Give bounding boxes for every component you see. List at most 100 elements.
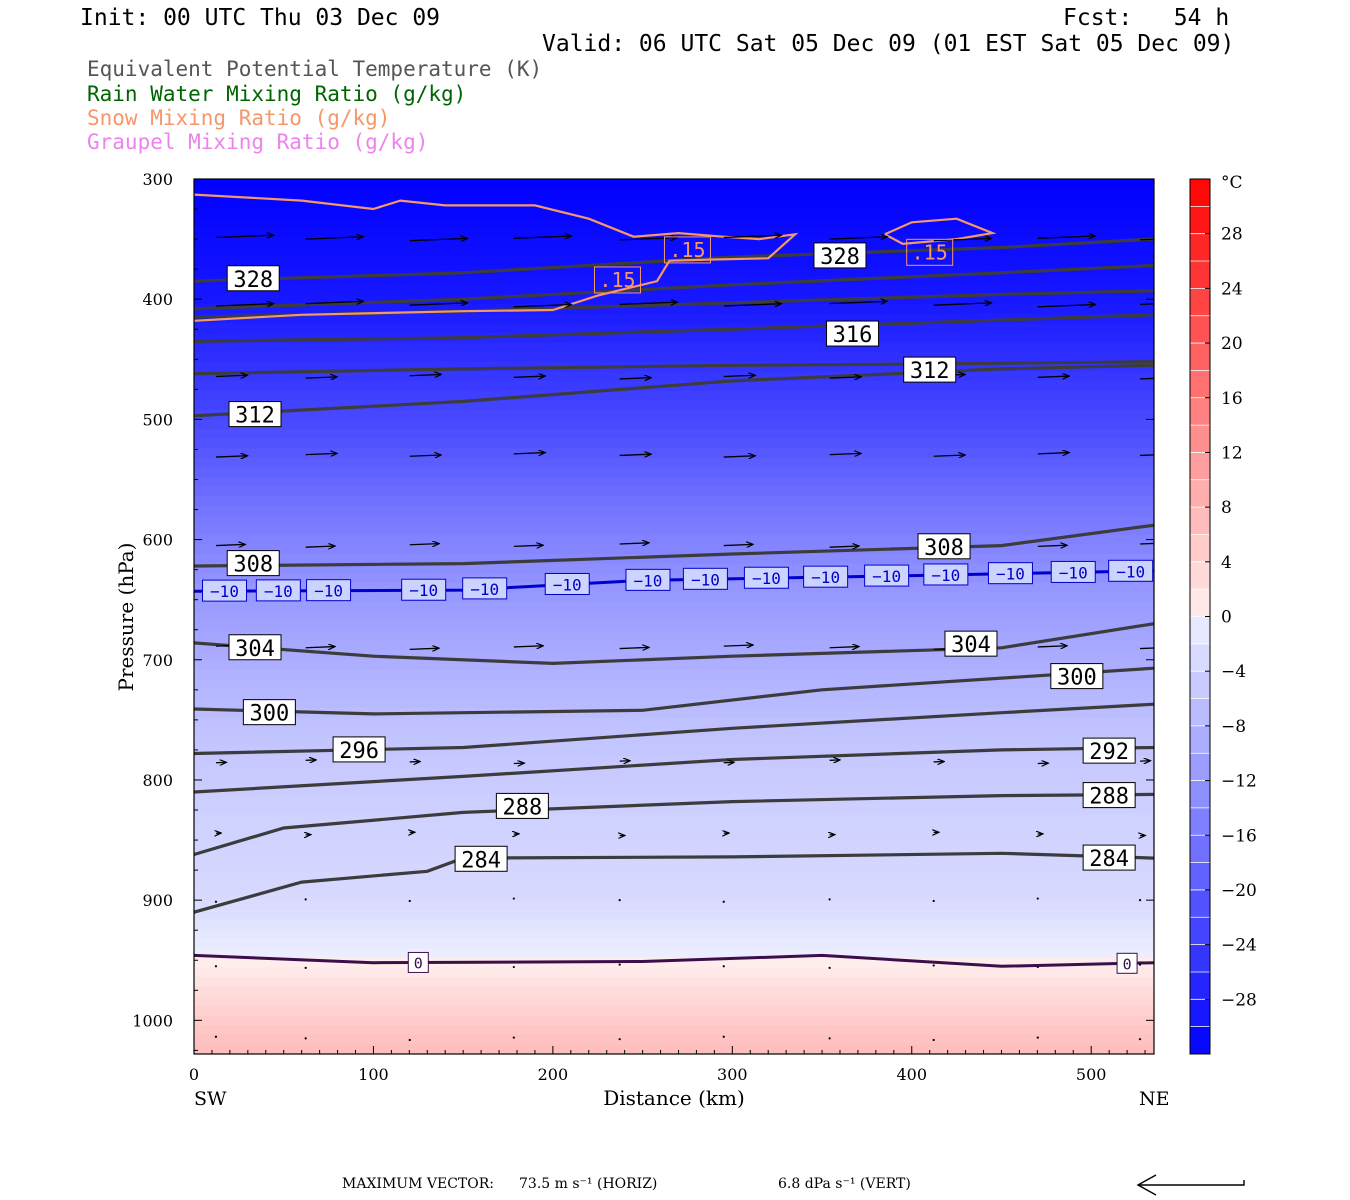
wind-vector — [512, 1036, 515, 1039]
colorbar-cell — [1190, 206, 1210, 235]
wind-vector — [619, 238, 678, 240]
wind-vector — [1140, 377, 1154, 380]
colorbar-unit: °C — [1221, 173, 1243, 193]
temp-band — [194, 563, 1154, 574]
isotherm-label-box — [544, 572, 590, 595]
colorbar-cell — [1190, 179, 1210, 207]
wind-vector — [1138, 963, 1142, 966]
theta-e-contour — [194, 523, 1154, 568]
wind-vector — [828, 966, 831, 969]
wind-vector — [619, 647, 649, 648]
isotherm-0 — [194, 953, 1154, 968]
temp-band — [194, 804, 1154, 815]
wind-vector — [723, 544, 753, 545]
isotherm-label-box — [682, 567, 728, 590]
isotherm-label: −10 — [811, 568, 840, 587]
wind-vector — [1037, 646, 1067, 647]
theta-e-label: 308 — [924, 536, 964, 561]
colorbar-cell — [1190, 561, 1210, 590]
temp-band — [194, 227, 1154, 238]
theta-e-label: 292 — [1089, 740, 1129, 765]
y-tick-label: 400 — [142, 290, 173, 309]
temp-band — [194, 813, 1154, 824]
temp-band — [194, 977, 1154, 988]
colorbar: °C 28 24 20 16 12 8 4 0 −4 −8 −12 −16 −20 −24 −28 — [1189, 173, 1257, 1055]
wind-vector — [305, 453, 338, 454]
theta-e-label: 288 — [502, 795, 542, 820]
colorbar-cell — [1190, 288, 1210, 317]
isotherm-label: −10 — [1059, 563, 1088, 582]
colorbar-tick-label: 12 — [1221, 443, 1243, 463]
temp-band — [194, 582, 1154, 594]
wind-vector — [932, 1038, 935, 1042]
max-vector-vert: 6.8 dPa s⁻¹ (VERT) — [778, 1176, 911, 1192]
legend-rain-water: Rain Water Mixing Ratio (g/kg) — [87, 82, 467, 106]
isotherm-label: −10 — [752, 569, 781, 588]
x-tick-label: 100 — [358, 1065, 389, 1084]
snow-label: .15 — [912, 240, 948, 264]
temp-band — [194, 986, 1154, 997]
theta-e-contour — [194, 263, 1154, 311]
theta-e-label-box — [813, 242, 867, 269]
legend-theta-e: Equivalent Potential Temperature (K) — [87, 57, 543, 81]
wind-vector — [513, 646, 543, 647]
colorbar-cell — [1190, 862, 1210, 891]
isotherm-label-box — [864, 564, 910, 587]
temp-band — [194, 332, 1154, 344]
temp-band — [194, 602, 1154, 613]
legend-snow: Snow Mixing Ratio (g/kg) — [87, 106, 391, 130]
temp-band — [194, 304, 1154, 315]
theta-e-contour — [194, 363, 1154, 418]
wind-vector — [214, 965, 218, 968]
isotherm-label: −10 — [691, 570, 720, 589]
colorbar-tick-label: 4 — [1221, 553, 1232, 573]
wind-vector — [305, 237, 364, 239]
colorbar-cell — [1190, 1026, 1210, 1055]
sw-label: SW — [194, 1088, 227, 1110]
temp-band — [194, 775, 1154, 786]
x-axis-label: Distance (km) — [603, 1086, 745, 1110]
temp-band — [194, 505, 1154, 517]
colorbar-cell — [1190, 807, 1210, 836]
wind-vector — [214, 900, 218, 903]
colorbar-cell — [1190, 698, 1210, 727]
temp-band — [194, 534, 1154, 545]
temp-band — [194, 486, 1154, 497]
wind-vector — [1140, 238, 1154, 241]
temp-band — [194, 996, 1154, 1007]
colorbar-cell — [1190, 315, 1210, 344]
temp-band — [194, 198, 1154, 209]
wind-vector — [933, 303, 992, 305]
wind-vector — [305, 546, 335, 547]
temp-band — [194, 179, 1154, 190]
wind-vector — [933, 238, 992, 240]
temp-band — [194, 707, 1154, 719]
isotherm-label: 0 — [414, 954, 423, 972]
wind-vector — [512, 965, 515, 969]
max-vector-label: MAXIMUM VECTOR: — [342, 1176, 494, 1192]
temp-band — [194, 621, 1154, 632]
temp-band — [194, 890, 1154, 901]
temp-band — [194, 880, 1154, 892]
wind-vector — [932, 899, 935, 903]
temperature-fill — [194, 179, 1154, 1054]
wind-vector — [829, 377, 862, 378]
colorbar-cell — [1190, 233, 1210, 262]
temp-band — [194, 957, 1154, 969]
wind-vector — [215, 235, 274, 237]
temp-band — [194, 429, 1154, 440]
temp-band — [194, 755, 1154, 767]
y-tick-label: 300 — [142, 170, 173, 189]
colorbar-tick-label: −24 — [1221, 936, 1257, 956]
y-tick-label: 700 — [142, 651, 173, 670]
theta-e-contour — [194, 622, 1154, 666]
temp-band — [194, 630, 1154, 642]
temp-band — [194, 967, 1154, 978]
temp-band — [194, 679, 1154, 690]
isotherm-label: −10 — [210, 582, 239, 601]
temp-band — [194, 746, 1154, 757]
colorbar-cell — [1190, 343, 1210, 371]
wind-vector — [409, 544, 439, 545]
wind-vector — [619, 543, 649, 544]
wind-vector — [512, 897, 515, 900]
